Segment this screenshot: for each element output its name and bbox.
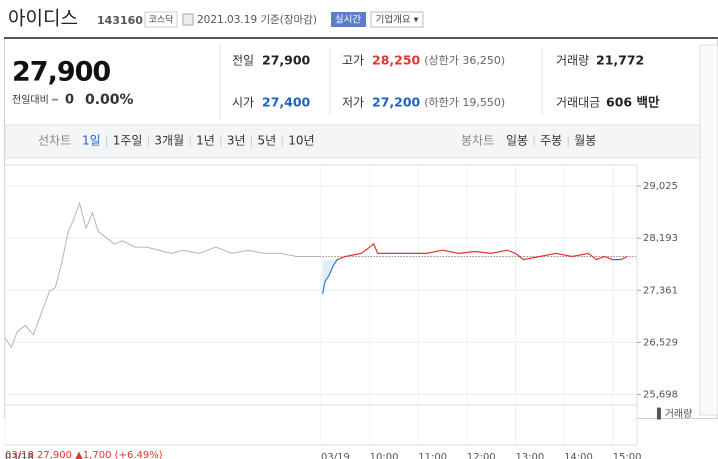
y-tick-label: 28,193 xyxy=(643,233,678,244)
stock-code: 143160 xyxy=(97,14,143,27)
tab[interactable]: 10년 xyxy=(288,134,314,148)
x-tick-label: 10:00 xyxy=(370,452,399,459)
price-line-up xyxy=(336,243,628,260)
tab[interactable]: 주봉 xyxy=(540,134,562,148)
realtime-badge xyxy=(331,12,366,27)
tab[interactable]: 3년 xyxy=(227,134,246,148)
stock-name: 아이디스 xyxy=(8,8,78,30)
stat-value: 606 백만 xyxy=(606,95,660,110)
change-pct: 0.00% xyxy=(85,92,134,108)
tab[interactable]: 1년 xyxy=(196,134,215,148)
stat-value: 21,772 xyxy=(596,53,644,68)
x-tick-label: 03/18 xyxy=(5,452,34,459)
y-tick-label: 25,698 xyxy=(643,389,678,400)
stat-value: 28,250 xyxy=(372,53,421,68)
tab[interactable]: 1주일 xyxy=(113,134,143,148)
market: 코스닥 xyxy=(149,15,174,26)
stat-label: 거래대금 xyxy=(556,96,600,110)
tab-title: 봉차트 xyxy=(461,134,494,148)
tab[interactable]: 월봉 xyxy=(574,134,596,148)
x-tick-label: 15:00 xyxy=(613,452,642,459)
stat-label: 고가 xyxy=(342,54,364,68)
tab[interactable]: 3개월 xyxy=(154,134,184,148)
stat-value: 27,200 xyxy=(372,95,421,110)
footer: 03/18 27,900 ▲1,700 (+6.49%) xyxy=(5,450,163,459)
tab-bar xyxy=(4,124,718,159)
market-badge xyxy=(144,11,178,28)
stat-label: 시가 xyxy=(232,96,254,110)
down-area xyxy=(322,260,337,295)
stat-label: 거래량 xyxy=(556,54,589,68)
change-label: 전일대비 xyxy=(12,94,49,106)
x-tick-label: 13:00 xyxy=(515,452,544,459)
change-mark: ━ xyxy=(51,95,59,106)
y-tick-label: 26,529 xyxy=(643,337,678,348)
x-tick-label: 12:00 xyxy=(467,452,496,459)
company-info[interactable]: 기업개요 ▾ xyxy=(376,14,419,26)
x-tick-label: 14:00 xyxy=(564,452,593,459)
stat-label: 저가 xyxy=(342,96,364,110)
stat-value: 27,900 xyxy=(262,53,311,68)
tab[interactable]: 일봉 xyxy=(506,134,528,148)
stat-extra: (하한가 19,550) xyxy=(424,95,505,109)
company-button[interactable] xyxy=(370,11,424,28)
side-panel xyxy=(699,44,718,416)
current-price: 27,900 xyxy=(12,57,110,88)
stat-value: 27,400 xyxy=(262,95,311,110)
tab[interactable]: 1일 xyxy=(82,134,101,148)
volume-label: ▌거래량 xyxy=(656,407,692,420)
realtime: 실시간 xyxy=(335,15,361,26)
x-tick-label: 03/19 xyxy=(321,452,350,459)
y-tick-label: 29,025 xyxy=(643,181,678,192)
stat-extra: (상한가 36,250) xyxy=(424,54,505,67)
stat-label: 전일 xyxy=(232,54,254,68)
icon xyxy=(182,13,194,26)
change: 0 xyxy=(65,93,74,108)
tab[interactable]: 5년 xyxy=(258,134,277,148)
x-tick-label: 11:00 xyxy=(418,452,447,459)
date: 2021.03.19 기준(장마감) xyxy=(197,14,317,26)
price-line xyxy=(4,201,321,349)
tab-title: 선차트 xyxy=(38,134,71,148)
y-tick-label: 27,361 xyxy=(643,285,678,296)
